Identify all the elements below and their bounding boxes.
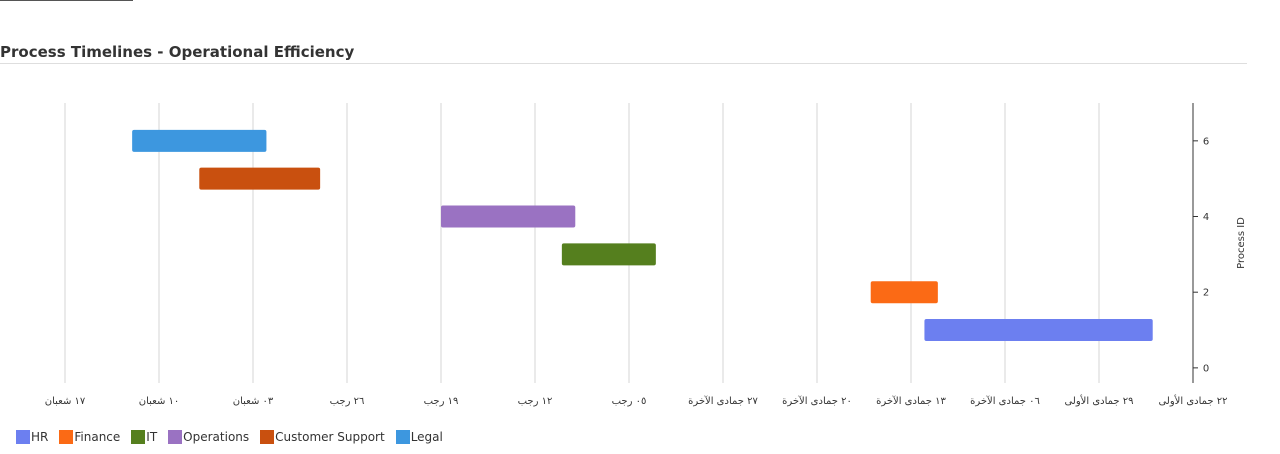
y-tick-label: 6 [1203, 136, 1209, 147]
legend-label: Operations [183, 430, 250, 444]
x-tick-label: ٢٠ جمادى الآخرة [782, 395, 852, 407]
legend-item-finance[interactable]: Finance [59, 430, 120, 444]
legend-swatch [16, 430, 30, 444]
x-tick-label: ٢٧ جمادى الآخرة [688, 395, 758, 407]
legend-swatch [168, 430, 183, 444]
bar-it [561, 243, 656, 266]
legend-label: Finance [74, 430, 121, 444]
y-tick-label: 2 [1203, 288, 1209, 299]
top-divider [0, 0, 133, 1]
bar-legal [132, 129, 267, 152]
bar-finance [870, 281, 938, 304]
x-tick-label: ٠٦ جمادى الآخرة [970, 395, 1040, 407]
legend-swatch [59, 430, 74, 444]
legend-label: HR [31, 430, 49, 444]
chart-legend: HR Finance IT Operations Customer Support Leg… [16, 430, 454, 444]
legend-item-legal[interactable]: Legal [395, 430, 443, 444]
x-tick-label: ١٧ شعبان [45, 396, 86, 407]
x-tick-label: ١٢ رجب [518, 396, 553, 407]
y-tick-label: 4 [1203, 212, 1209, 223]
chart-title: Process Timelines - Operational Efficien… [0, 43, 355, 61]
legend-swatch [260, 430, 275, 444]
legend-item-it[interactable]: IT [131, 430, 157, 444]
legend-item-customer-support[interactable]: Customer Support [260, 430, 385, 444]
x-tick-label: ٠٥ رجب [612, 396, 647, 407]
x-tick-label: ١٠ شعبان [139, 396, 180, 407]
legend-swatch [131, 430, 146, 444]
bar-operations [441, 205, 576, 228]
x-tick-label: ١٩ رجب [424, 396, 459, 407]
bar-customer-support [199, 167, 321, 190]
legend-label: IT [146, 430, 158, 444]
x-tick-label: ٠٣ شعبان [233, 396, 274, 407]
legend-item-hr[interactable]: HR [16, 430, 48, 444]
y-axis-label: Process ID [1236, 217, 1247, 269]
title-divider [0, 63, 1247, 64]
x-tick-label: ٢٢ جمادى الأولى [1158, 394, 1227, 407]
y-tick-label: 0 [1203, 363, 1209, 374]
x-tick-label: ٢٦ رجب [330, 396, 365, 407]
legend-item-operations[interactable]: Operations [168, 430, 249, 444]
x-tick-label: ٢٩ جمادى الأولى [1064, 394, 1133, 407]
legend-swatch [395, 430, 410, 444]
legend-label: Legal [410, 430, 443, 444]
legend-label: Customer Support [275, 430, 385, 444]
bar-hr [924, 319, 1153, 342]
x-tick-label: ١٣ جمادى الآخرة [876, 395, 946, 407]
